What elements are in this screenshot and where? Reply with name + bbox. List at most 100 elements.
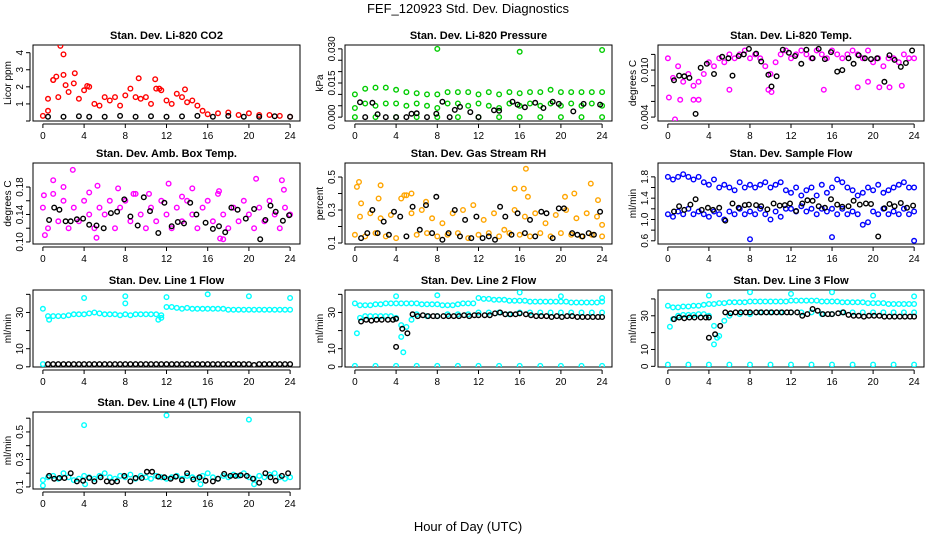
data-point — [516, 290, 523, 296]
data-point — [266, 306, 273, 313]
data-point — [230, 306, 237, 313]
data-point — [81, 422, 88, 429]
data-point — [501, 296, 508, 303]
y-axis-label: ml/min — [3, 436, 14, 465]
data-point — [685, 303, 692, 310]
data-point — [516, 114, 523, 121]
series-2 — [665, 78, 905, 121]
data-point — [413, 300, 420, 307]
data-point — [147, 204, 154, 211]
data-point — [391, 208, 398, 215]
data-point — [81, 311, 88, 318]
data-point — [834, 298, 841, 305]
data-point — [204, 470, 211, 477]
data-point — [117, 312, 124, 319]
data-point — [569, 230, 576, 237]
data-point — [710, 206, 717, 213]
x-tick-label: 8 — [123, 254, 129, 265]
data-point — [240, 113, 247, 120]
panel-9: Stan. Dev. Line 3 Flow ml/min 0 4 8 12 16 20 24 0… — [628, 275, 925, 388]
data-point — [532, 233, 539, 240]
data-point — [901, 313, 908, 320]
data-point — [55, 313, 62, 320]
data-point — [906, 184, 913, 191]
data-point — [209, 478, 216, 485]
data-point — [256, 361, 263, 367]
data-point — [199, 305, 206, 312]
data-point — [870, 208, 877, 215]
data-point — [711, 70, 718, 77]
data-point — [122, 92, 129, 99]
data-point — [834, 211, 841, 218]
data-point — [184, 304, 191, 311]
series-4 — [357, 98, 604, 121]
data-point — [234, 206, 241, 213]
data-point — [823, 189, 830, 196]
x-tick-label: 20 — [555, 377, 567, 388]
data-point — [279, 217, 286, 224]
data-point — [41, 232, 48, 239]
data-point — [272, 208, 279, 215]
x-tick-label: 0 — [40, 254, 46, 265]
series-1 — [664, 297, 918, 311]
data-point — [429, 301, 436, 308]
series-2 — [664, 203, 918, 228]
series-1 — [39, 190, 294, 232]
data-point — [168, 225, 175, 232]
series-4 — [671, 196, 917, 240]
x-tick-label: 16 — [202, 131, 214, 142]
data-point — [752, 211, 759, 218]
data-point — [671, 208, 678, 215]
y-axis-label: percent — [315, 187, 326, 221]
x-tick-label: 12 — [161, 254, 173, 265]
plot-frame — [32, 411, 301, 490]
data-point — [697, 64, 704, 71]
data-point — [142, 94, 149, 101]
data-point — [382, 114, 389, 121]
data-point — [122, 311, 129, 318]
x-tick-label: 20 — [555, 131, 567, 142]
data-point — [457, 233, 464, 240]
data-point — [485, 89, 492, 96]
points — [39, 412, 294, 489]
data-point — [834, 176, 841, 183]
data-point — [726, 184, 733, 191]
data-point — [692, 110, 699, 117]
data-point — [351, 91, 358, 98]
data-point — [716, 211, 723, 218]
figure-x-axis-label: Hour of Day (UTC) — [414, 519, 522, 534]
data-point — [849, 187, 856, 194]
data-point — [584, 314, 591, 321]
x-tick-label: 24 — [285, 499, 297, 510]
data-point — [132, 190, 139, 197]
data-point — [81, 472, 88, 479]
data-point — [599, 89, 606, 96]
data-point — [262, 470, 269, 477]
data-point — [475, 295, 482, 302]
data-point — [735, 53, 742, 60]
x-tick-label: 12 — [473, 131, 485, 142]
data-point — [393, 362, 400, 367]
data-point — [468, 235, 475, 242]
data-point — [687, 201, 694, 208]
data-point — [768, 83, 775, 90]
data-point — [865, 78, 872, 85]
data-point — [686, 74, 693, 81]
data-point — [127, 213, 134, 220]
data-point — [528, 312, 535, 319]
data-point — [189, 361, 196, 367]
data-point — [196, 474, 203, 481]
data-point — [705, 361, 712, 367]
y-tick-label: 0.004 — [640, 104, 651, 129]
panel-title: Stan. Dev. Li-820 Pressure — [410, 30, 547, 42]
data-point — [96, 102, 103, 109]
data-point — [785, 49, 792, 56]
data-point — [401, 192, 408, 199]
data-point — [56, 206, 63, 213]
data-point — [747, 290, 753, 296]
data-point — [272, 477, 279, 484]
data-point — [677, 96, 684, 103]
panel-title: Stan. Dev. Li-820 Temp. — [730, 30, 852, 42]
data-point — [256, 204, 263, 211]
data-point — [50, 177, 57, 184]
